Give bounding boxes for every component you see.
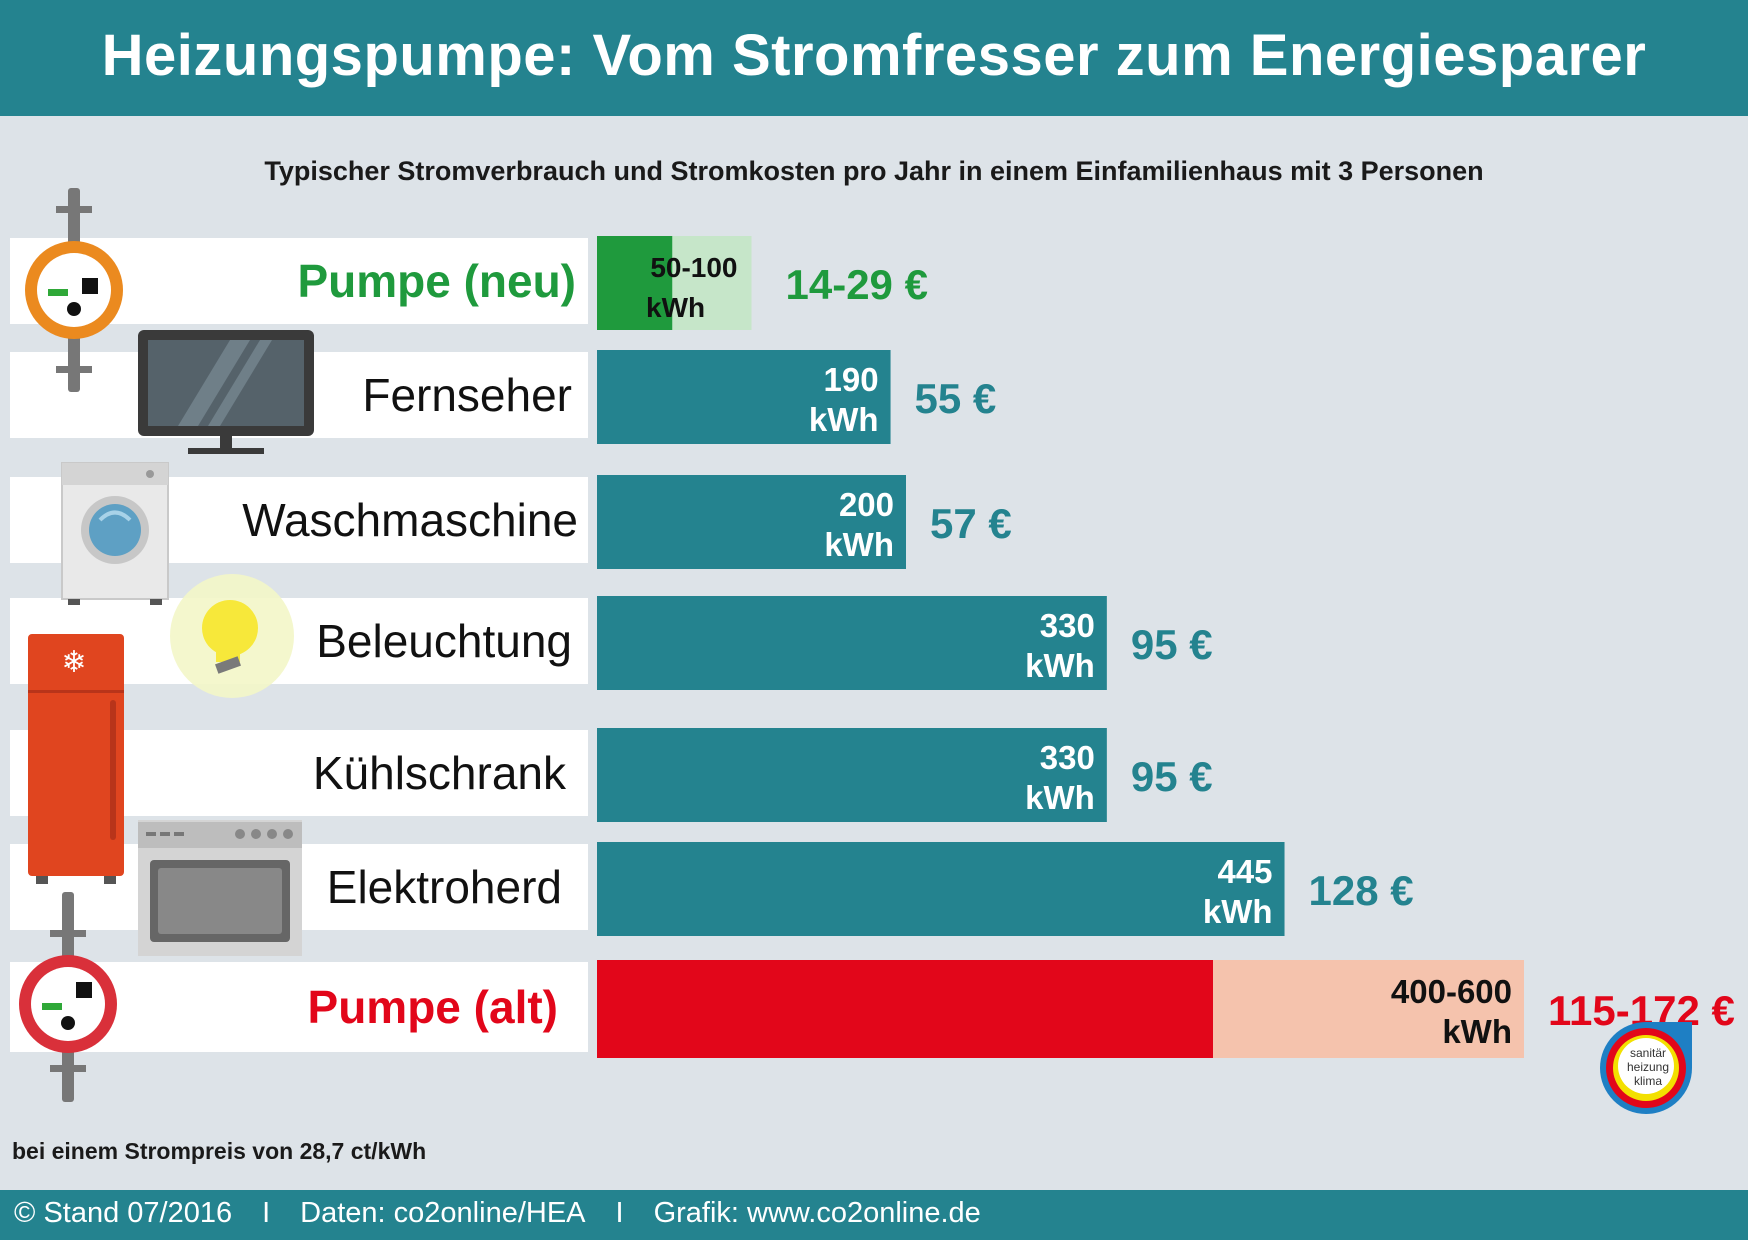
pump-old-icon [19, 892, 117, 1102]
bar-value-label: 400-600 [1391, 973, 1512, 1010]
svg-text:❄: ❄ [61, 645, 86, 680]
category-label: Fernseher [362, 369, 572, 421]
pump-new-icon [25, 188, 123, 392]
bar-elektroherd [597, 842, 1285, 936]
bar-chart: ❄ [10, 188, 1735, 1114]
footer-grafik: Grafik: www.co2online.de [653, 1197, 981, 1229]
cost-label: 57 € [930, 500, 1012, 547]
category-label: Kühlschrank [313, 747, 567, 799]
bar-unit-label: kWh [1203, 893, 1273, 930]
cost-label: 95 € [1131, 753, 1213, 800]
bar-min-pumpe-neu [597, 236, 673, 330]
bar-value-label: 200 [839, 486, 894, 523]
cost-labels: 14-29 €55 €57 €95 €95 €128 €115-172 € [786, 261, 1735, 1034]
bar-value-labels: 50-100kWh190kWh200kWh330kWh330kWh445kWh4… [646, 252, 1512, 1050]
bar-value-label: 445 [1217, 853, 1272, 890]
bar-unit-label: kWh [809, 401, 879, 438]
badge-line-1: sanitär [1630, 1046, 1666, 1060]
bar-fernseher [597, 350, 891, 444]
bar-beleuchtung [597, 596, 1107, 690]
bar-value-label: 190 [823, 361, 878, 398]
washing-machine-icon [61, 462, 169, 605]
bar-unit-label: kWh [1025, 779, 1095, 816]
category-labels: Pumpe (neu) Fernseher Waschmaschine Beleuch… [242, 255, 578, 1033]
bar-waschmaschine [597, 475, 906, 569]
header-banner: Heizungspumpe: Vom Stromfresser zum Ener… [0, 0, 1748, 116]
category-label: Pumpe (neu) [297, 255, 576, 307]
light-bulb-icon [170, 574, 294, 698]
cost-label: 14-29 € [786, 261, 928, 308]
price-note: bei einem Strompreis von 28,7 ct/kWh [12, 1138, 427, 1164]
sanitaer-heizung-klima-badge: sanitär heizung klima [1600, 1022, 1692, 1114]
category-label: Elektroherd [327, 861, 562, 913]
category-label: Waschmaschine [242, 494, 578, 546]
copyright-icon: © [14, 1197, 36, 1229]
bar-value-label: 50-100 [650, 252, 737, 283]
bar-kühlschrank [597, 728, 1107, 822]
page-title: Heizungspumpe: Vom Stromfresser zum Ener… [101, 23, 1647, 88]
badge-line-2: heizung [1627, 1060, 1669, 1074]
footer-separator-2: I [615, 1197, 624, 1229]
bar-value-label: 330 [1040, 607, 1095, 644]
bar-unit-label: kWh [646, 292, 705, 323]
footer-daten: Daten: co2online/HEA [300, 1197, 586, 1229]
footer-text: © Stand 07/2016 I Daten: co2online/HEA I Gra… [14, 1197, 981, 1230]
chart-subtitle: Typischer Stromverbrauch und Stromkosten… [264, 156, 1484, 186]
bars [597, 236, 1524, 1058]
stove-icon [138, 820, 302, 956]
fridge-icon: ❄ [28, 634, 124, 884]
bar-unit-label: kWh [824, 526, 894, 563]
bar-value-label: 330 [1040, 739, 1095, 776]
footer-stand: Stand 07/2016 [43, 1197, 233, 1229]
category-label: Beleuchtung [316, 615, 572, 667]
bar-unit-label: kWh [1442, 1013, 1512, 1050]
footer-bar: © Stand 07/2016 I Daten: co2online/HEA I Gra… [0, 1190, 1748, 1240]
cost-label: 55 € [915, 375, 997, 422]
bar-unit-label: kWh [1025, 647, 1095, 684]
category-label: Pumpe (alt) [308, 981, 558, 1033]
cost-label: 95 € [1131, 621, 1213, 668]
footer-separator-1: I [262, 1197, 271, 1229]
bar-min-pumpe-alt [597, 960, 1213, 1058]
tv-icon [138, 330, 314, 454]
badge-line-3: klima [1634, 1074, 1662, 1088]
cost-label: 128 € [1309, 867, 1414, 914]
